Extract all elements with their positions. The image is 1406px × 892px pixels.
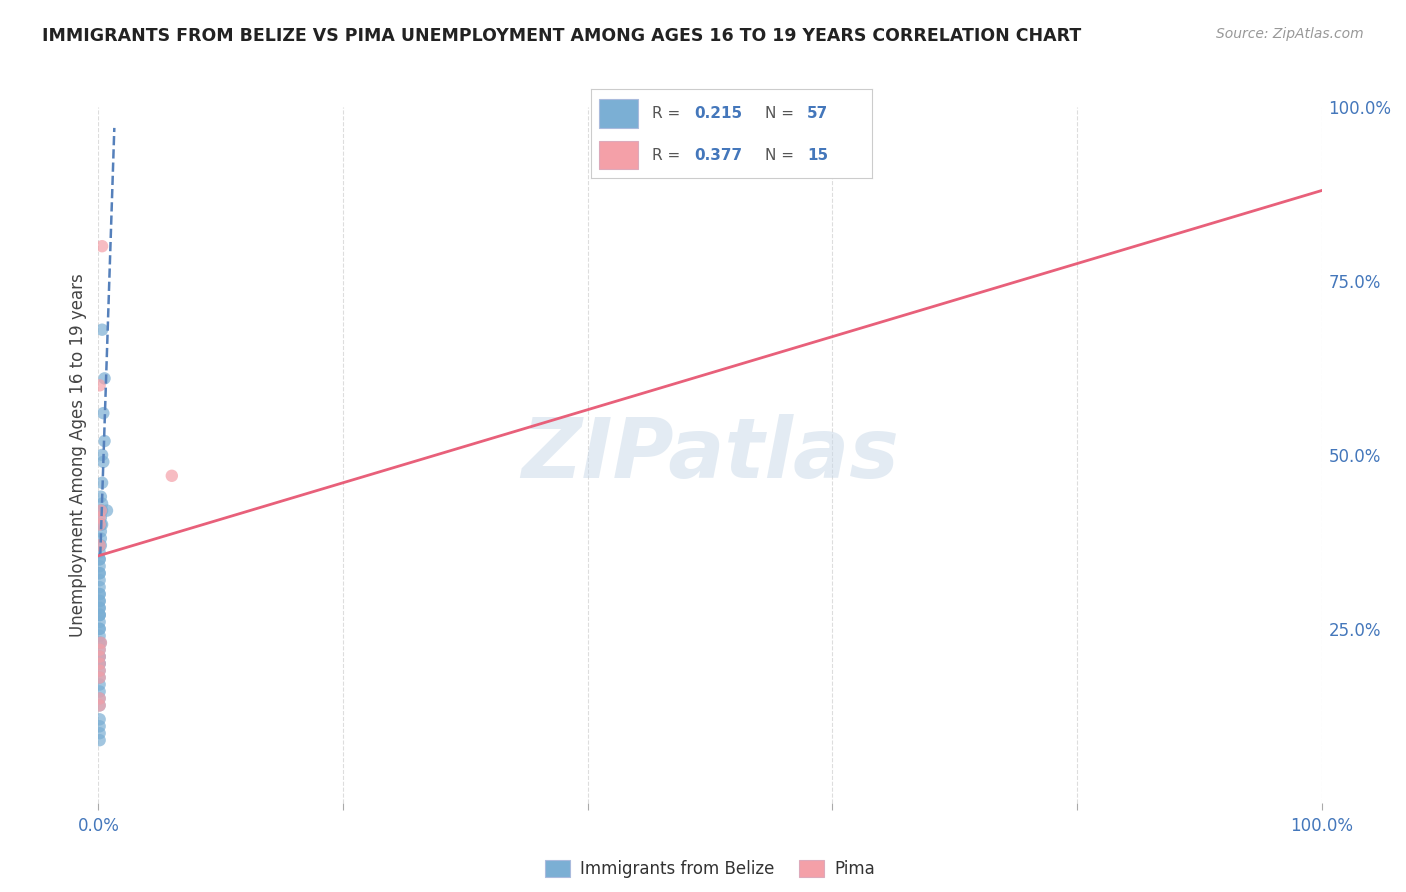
Text: IMMIGRANTS FROM BELIZE VS PIMA UNEMPLOYMENT AMONG AGES 16 TO 19 YEARS CORRELATIO: IMMIGRANTS FROM BELIZE VS PIMA UNEMPLOYM… (42, 27, 1081, 45)
Point (89, 538, 111, 552)
Point (89, 378, 111, 392)
Text: R =: R = (652, 148, 686, 162)
Point (91, 448, 114, 462)
Point (89, 601, 111, 615)
FancyBboxPatch shape (599, 141, 638, 169)
Point (90, 510, 112, 524)
Text: Source: ZipAtlas.com: Source: ZipAtlas.com (1216, 27, 1364, 41)
Point (91, 455, 114, 469)
Point (90, 636, 112, 650)
Point (89, 712, 111, 726)
Point (89, 677, 111, 691)
Point (91, 239, 114, 253)
Point (89, 691, 111, 706)
Point (89, 698, 111, 713)
Y-axis label: Unemployment Among Ages 16 to 19 years: Unemployment Among Ages 16 to 19 years (69, 273, 87, 637)
Text: ZIPatlas: ZIPatlas (522, 415, 898, 495)
FancyBboxPatch shape (599, 99, 638, 128)
Legend: Immigrants from Belize, Pima: Immigrants from Belize, Pima (538, 854, 882, 885)
Point (91, 503, 114, 517)
Point (93, 371, 115, 385)
Point (89, 622, 111, 636)
Text: 15: 15 (807, 148, 828, 162)
Point (89, 607, 111, 622)
Point (89, 510, 111, 524)
Point (96, 503, 118, 517)
Point (89, 573, 111, 587)
Text: 0.215: 0.215 (695, 106, 742, 120)
Point (89, 726, 111, 740)
Point (90, 532, 112, 546)
Text: 0.377: 0.377 (695, 148, 742, 162)
Point (89, 733, 111, 747)
Point (89, 684, 111, 698)
Text: R =: R = (652, 106, 686, 120)
Text: 57: 57 (807, 106, 828, 120)
Point (89, 649, 111, 664)
Point (90, 538, 112, 552)
Point (89, 538, 111, 552)
Point (89, 566, 111, 581)
Point (89, 657, 111, 671)
Point (89, 629, 111, 643)
Point (89, 698, 111, 713)
Point (89, 566, 111, 581)
Point (91, 475, 114, 490)
Point (90, 524, 112, 539)
Point (89, 642, 111, 657)
Point (89, 552, 111, 566)
Point (89, 587, 111, 601)
Point (89, 545, 111, 559)
Point (89, 517, 111, 532)
Point (91, 497, 114, 511)
Point (90, 517, 112, 532)
Point (89, 552, 111, 566)
Point (89, 649, 111, 664)
Point (89, 691, 111, 706)
Point (89, 594, 111, 608)
Point (89, 671, 111, 685)
Point (89, 587, 111, 601)
Point (90, 503, 112, 517)
Point (89, 664, 111, 678)
Text: N =: N = (765, 148, 799, 162)
Point (160, 468, 183, 483)
Point (90, 503, 112, 517)
Point (89, 594, 111, 608)
Point (89, 657, 111, 671)
Point (89, 664, 111, 678)
Text: N =: N = (765, 106, 799, 120)
Point (90, 636, 112, 650)
Point (91, 406, 114, 420)
Point (89, 607, 111, 622)
Point (89, 622, 111, 636)
Point (90, 490, 112, 504)
Point (89, 580, 111, 594)
Point (89, 607, 111, 622)
Point (91, 323, 114, 337)
Point (89, 601, 111, 615)
Point (89, 671, 111, 685)
Point (91, 517, 114, 532)
Point (89, 649, 111, 664)
Point (89, 657, 111, 671)
Point (89, 636, 111, 650)
Point (89, 719, 111, 733)
Point (89, 642, 111, 657)
Point (89, 559, 111, 574)
Point (89, 615, 111, 629)
Point (93, 434, 115, 448)
